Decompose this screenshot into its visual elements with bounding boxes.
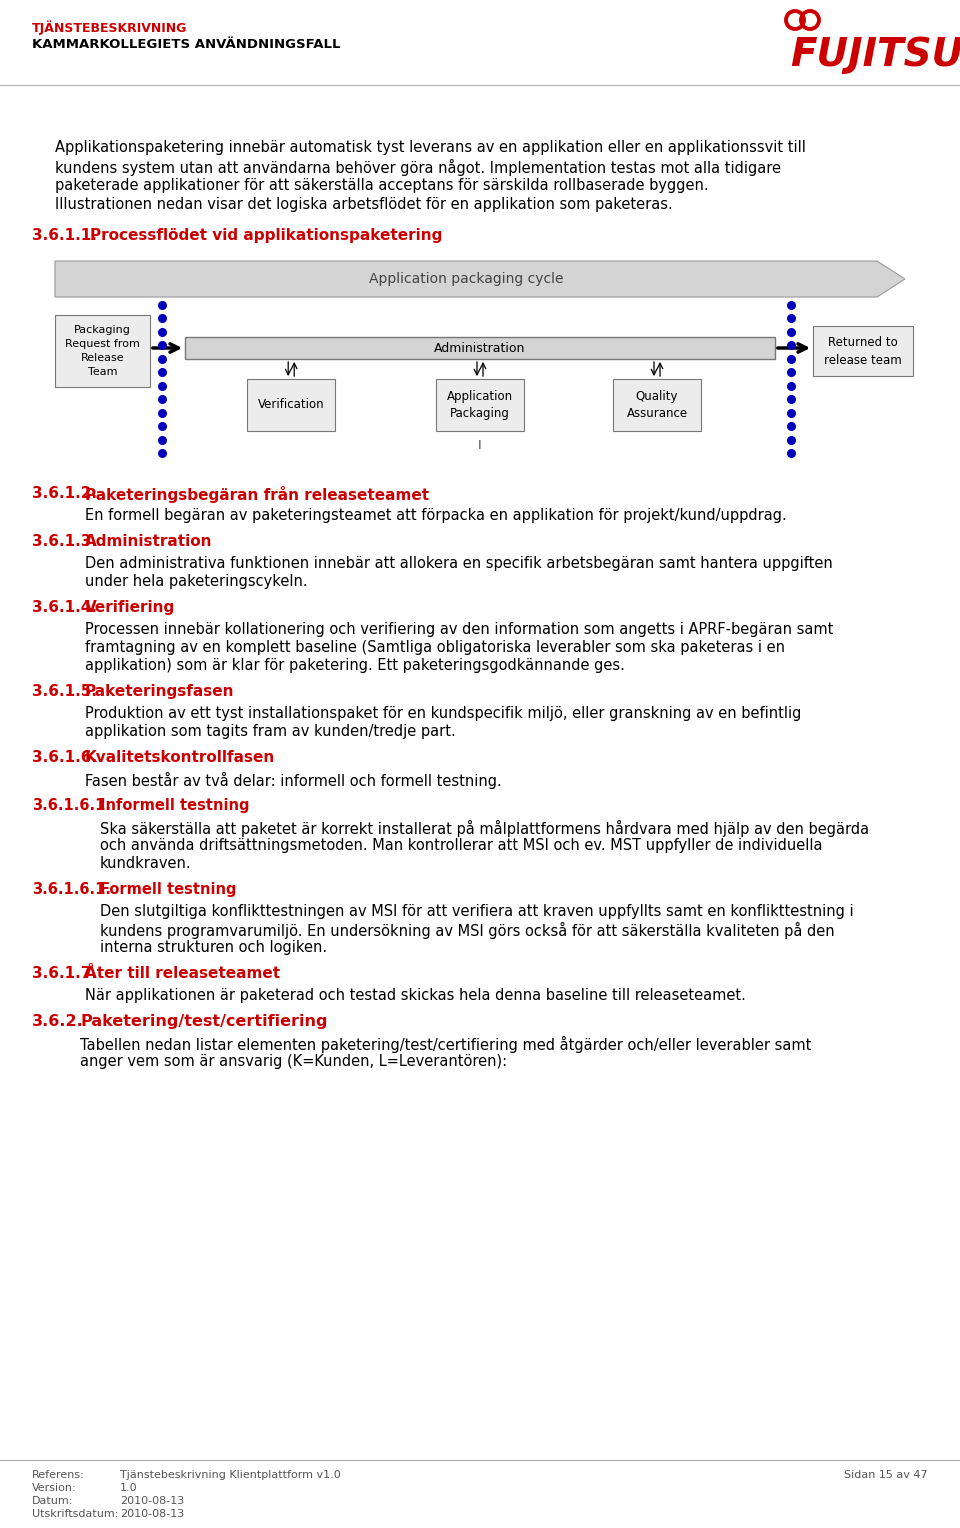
- Text: KAMMARKOLLEGIETS ANVÄNDNINGSFALL: KAMMARKOLLEGIETS ANVÄNDNINGSFALL: [32, 38, 341, 50]
- Text: Produktion av ett tyst installationspaket för en kundspecifik miljö, eller grans: Produktion av ett tyst installationspake…: [85, 706, 802, 721]
- Text: anger vem som är ansvarig (K=Kunden, L=Leverantören):: anger vem som är ansvarig (K=Kunden, L=L…: [80, 1054, 507, 1070]
- Text: Returned to
release team: Returned to release team: [824, 336, 901, 367]
- Text: Tjänstebeskrivning Klientplattform v1.0: Tjänstebeskrivning Klientplattform v1.0: [120, 1470, 341, 1481]
- FancyBboxPatch shape: [248, 379, 335, 431]
- Text: Den administrativa funktionen innebär att allokera en specifik arbetsbegäran sam: Den administrativa funktionen innebär at…: [85, 556, 832, 571]
- Text: Version:: Version:: [32, 1484, 77, 1493]
- Text: 3.6.1.1.: 3.6.1.1.: [32, 228, 97, 243]
- Text: 3.6.2.: 3.6.2.: [32, 1015, 84, 1028]
- Text: Kvalitetskontrollfasen: Kvalitetskontrollfasen: [85, 750, 276, 766]
- Text: kundens programvarumiljö. En undersökning av MSI görs också för att säkerställa : kundens programvarumiljö. En undersöknin…: [100, 921, 834, 940]
- Text: och använda driftsättningsmetoden. Man kontrollerar att MSI och ev. MST uppfylle: och använda driftsättningsmetoden. Man k…: [100, 837, 823, 853]
- Text: 3.6.1.3.: 3.6.1.3.: [32, 533, 97, 549]
- Text: Application
Packaging: Application Packaging: [447, 390, 513, 420]
- Text: kundens system utan att användarna behöver göra något. Implementation testas mot: kundens system utan att användarna behöv…: [55, 159, 781, 176]
- Text: under hela paketeringscykeln.: under hela paketeringscykeln.: [85, 575, 307, 588]
- Text: Referens:: Referens:: [32, 1470, 84, 1481]
- Text: 3.6.1.5.: 3.6.1.5.: [32, 685, 97, 698]
- FancyBboxPatch shape: [436, 379, 524, 431]
- Text: I: I: [478, 439, 482, 452]
- Text: applikation som tagits fram av kunden/tredje part.: applikation som tagits fram av kunden/tr…: [85, 724, 456, 740]
- Text: Formell testning: Formell testning: [100, 882, 236, 897]
- Text: Verifiering: Verifiering: [85, 601, 176, 614]
- Text: 3.6.1.7.: 3.6.1.7.: [32, 966, 97, 981]
- Text: Applikationspaketering innebär automatisk tyst leverans av en applikation eller : Applikationspaketering innebär automatis…: [55, 141, 805, 154]
- FancyBboxPatch shape: [613, 379, 701, 431]
- Text: Tabellen nedan listar elementen paketering/test/certifiering med åtgärder och/el: Tabellen nedan listar elementen paketeri…: [80, 1036, 811, 1053]
- Text: Sidan 15 av 47: Sidan 15 av 47: [845, 1470, 928, 1481]
- Text: Paketeringsfasen: Paketeringsfasen: [85, 685, 234, 698]
- Text: 3.6.1.2.: 3.6.1.2.: [32, 486, 97, 501]
- Text: Åter till releaseteamet: Åter till releaseteamet: [85, 966, 280, 981]
- Text: Application packaging cycle: Application packaging cycle: [369, 272, 564, 286]
- FancyBboxPatch shape: [813, 325, 913, 376]
- Text: 3.6.1.6.: 3.6.1.6.: [32, 750, 97, 766]
- Text: Administration: Administration: [85, 533, 212, 549]
- Text: 3.6.1.6.1.: 3.6.1.6.1.: [32, 882, 111, 897]
- Text: 1.0: 1.0: [120, 1484, 137, 1493]
- Text: 3.6.1.4.: 3.6.1.4.: [32, 601, 97, 614]
- Text: Paketering/test/certifiering: Paketering/test/certifiering: [80, 1015, 327, 1028]
- Text: När applikationen är paketerad och testad skickas hela denna baseline till relea: När applikationen är paketerad och testa…: [85, 989, 746, 1002]
- Text: applikation) som är klar för paketering. Ett paketeringsgodkännande ges.: applikation) som är klar för paketering.…: [85, 659, 625, 672]
- Text: Informell testning: Informell testning: [100, 798, 250, 813]
- Text: Processen innebär kollationering och verifiering av den information som angetts : Processen innebär kollationering och ver…: [85, 622, 833, 637]
- Text: Administration: Administration: [434, 341, 526, 354]
- Text: 2010-08-13: 2010-08-13: [120, 1496, 184, 1507]
- Text: framtagning av en komplett baseline (Samtliga obligatoriska leverabler som ska p: framtagning av en komplett baseline (Sam…: [85, 640, 785, 656]
- FancyBboxPatch shape: [185, 338, 775, 359]
- Text: Fasen består av två delar: informell och formell testning.: Fasen består av två delar: informell och…: [85, 772, 502, 788]
- Text: Paketeringsbegäran från releaseteamet: Paketeringsbegäran från releaseteamet: [85, 486, 429, 503]
- Text: Quality
Assurance: Quality Assurance: [627, 390, 687, 420]
- Text: Datum:: Datum:: [32, 1496, 73, 1507]
- Text: paketerade applikationer för att säkerställa acceptans för särskilda rollbaserad: paketerade applikationer för att säkerst…: [55, 177, 708, 193]
- FancyBboxPatch shape: [55, 315, 150, 387]
- Text: TJÄNSTEBESKRIVNING: TJÄNSTEBESKRIVNING: [32, 20, 187, 35]
- Text: FUJITSU: FUJITSU: [790, 37, 960, 73]
- Text: Den slutgiltiga konflikttestningen av MSI för att verifiera att kraven uppfyllts: Den slutgiltiga konflikttestningen av MS…: [100, 905, 853, 918]
- Text: 3.6.1.6.1.: 3.6.1.6.1.: [32, 798, 111, 813]
- Text: Processflödet vid applikationspaketering: Processflödet vid applikationspaketering: [90, 228, 443, 243]
- Text: Illustrationen nedan visar det logiska arbetsflödet för en applikation som paket: Illustrationen nedan visar det logiska a…: [55, 197, 673, 212]
- Text: interna strukturen och logiken.: interna strukturen och logiken.: [100, 940, 327, 955]
- Text: Utskriftsdatum:: Utskriftsdatum:: [32, 1510, 118, 1519]
- Text: kundkraven.: kundkraven.: [100, 856, 192, 871]
- Polygon shape: [55, 261, 905, 296]
- Text: Verification: Verification: [258, 399, 324, 411]
- Text: Packaging
Request from
Release
Team: Packaging Request from Release Team: [65, 325, 140, 377]
- Text: En formell begäran av paketeringsteamet att förpacka en applikation för projekt/: En formell begäran av paketeringsteamet …: [85, 507, 787, 523]
- Text: Ska säkerställa att paketet är korrekt installerat på målplattformens hårdvara m: Ska säkerställa att paketet är korrekt i…: [100, 821, 869, 837]
- Text: 2010-08-13: 2010-08-13: [120, 1510, 184, 1519]
